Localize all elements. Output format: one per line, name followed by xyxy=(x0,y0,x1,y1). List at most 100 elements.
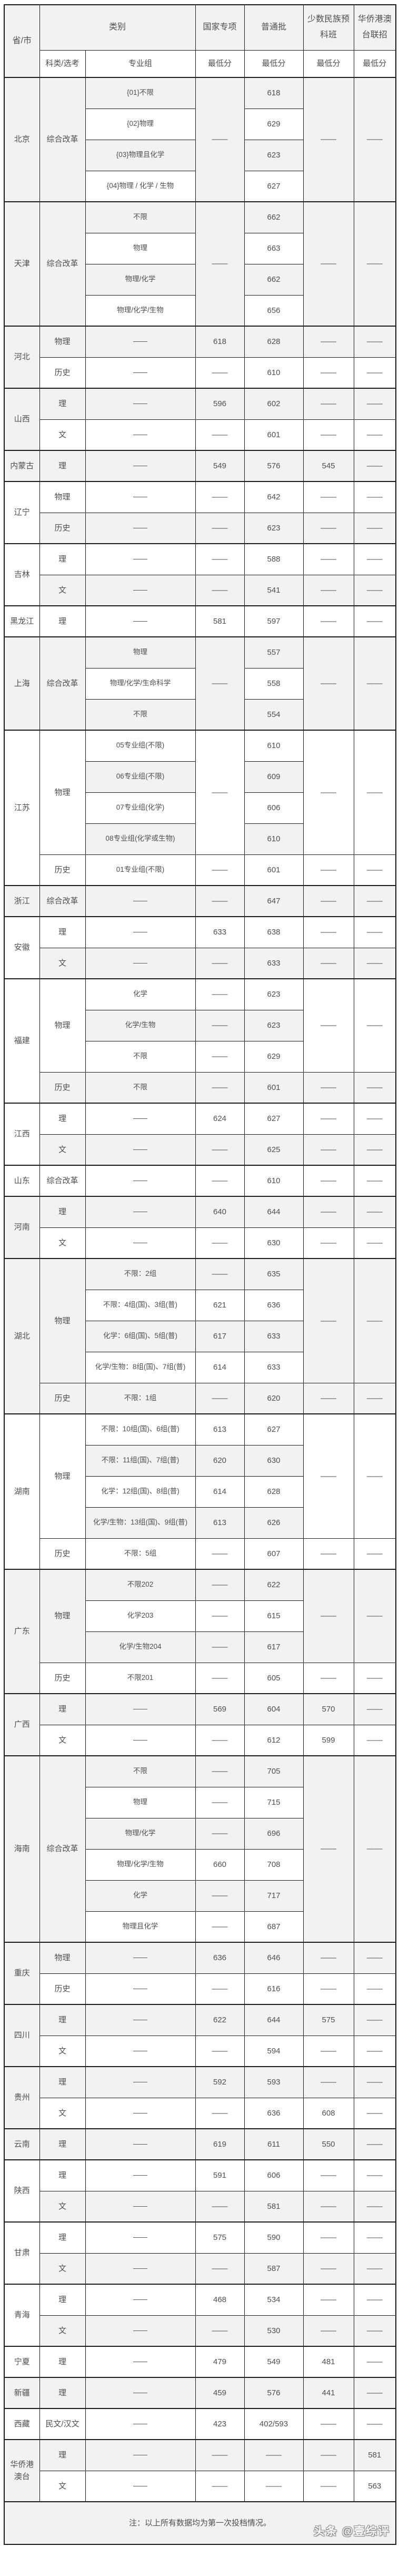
overseas-score-cell: —— xyxy=(353,2190,396,2223)
regular-score-cell: 620 xyxy=(244,1382,304,1414)
national-score-cell: —— xyxy=(195,574,245,606)
subject-cell: 综合改革 xyxy=(39,77,86,202)
table-row: 化学/生物204 —— 617 xyxy=(4,1631,396,1663)
subject-cell: 理 xyxy=(39,543,86,575)
table-row: 山东 综合改革 —— —— 610 —— —— xyxy=(4,1165,396,1197)
table-row: 化学/生物：8组(国)、7组(普) 614 633 xyxy=(4,1351,396,1383)
regular-score-cell: 576 xyxy=(244,2377,304,2409)
table-row: {04}物理 / 化学 / 生物 627 xyxy=(4,170,396,202)
regular-score-cell: 623 xyxy=(244,978,304,1010)
subject-cell: 物理 xyxy=(39,1569,86,1663)
minority-score-cell: —— xyxy=(303,1258,354,1383)
header-major-group: 专业组 xyxy=(85,50,196,78)
province-cell: 浙江 xyxy=(4,885,40,917)
national-score-cell: —— xyxy=(195,1009,245,1041)
province-cell: 上海 xyxy=(4,636,40,731)
major-group-cell: 化学：6组(国)、5组(普) xyxy=(85,1320,196,1352)
major-group-cell: 物理 xyxy=(85,1786,196,1818)
major-group-cell: —— xyxy=(85,2066,196,2098)
subject-cell: 文 xyxy=(39,2035,86,2067)
regular-score-cell: 629 xyxy=(244,108,304,140)
province-cell: 陕西 xyxy=(4,2159,40,2223)
table-row: 化学/生物：13组(国)、9组(普) 613 626 xyxy=(4,1507,396,1539)
major-group-cell: 物理 xyxy=(85,636,196,668)
footer-row: 注：以上所有数据均为第一次投档情况。 头条 @壹综评 xyxy=(4,2501,396,2545)
national-score-cell: —— xyxy=(195,2097,245,2129)
overseas-score-cell: —— xyxy=(353,1693,396,1725)
subject-cell: 文 xyxy=(39,947,86,979)
table-row: {03}物理且化学 623 xyxy=(4,139,396,171)
major-group-cell: 05专业组(不限) xyxy=(85,730,196,762)
table-row: 广东 物理 不限202 —— 622 —— —— xyxy=(4,1569,396,1694)
minority-score-cell: 545 xyxy=(303,450,354,482)
minority-score-cell: —— xyxy=(303,1662,354,1694)
province-cell: 广东 xyxy=(4,1569,40,1694)
subject-cell: 理 xyxy=(39,388,86,420)
minority-score-cell: —— xyxy=(303,636,354,731)
national-score-cell: 459 xyxy=(195,2377,245,2409)
subject-cell: 民文/汉文 xyxy=(39,2408,86,2440)
overseas-score-cell: —— xyxy=(353,730,396,855)
minority-score-cell: —— xyxy=(303,1569,354,1663)
major-group-cell: —— xyxy=(85,1693,196,1725)
footer-cell: 注：以上所有数据均为第一次投档情况。 头条 @壹综评 xyxy=(4,2501,396,2545)
major-group-cell: —— xyxy=(85,512,196,544)
major-group-cell: —— xyxy=(85,885,196,917)
table-row: 河北 物理 —— 618 628 —— —— xyxy=(4,326,396,389)
regular-score-cell: 705 xyxy=(244,1755,304,1787)
major-group-cell: {04}物理 / 化学 / 生物 xyxy=(85,170,196,202)
national-score-cell: —— xyxy=(195,1382,245,1414)
province-cell: 山东 xyxy=(4,1165,40,1197)
overseas-score-cell: —— xyxy=(353,388,396,420)
overseas-score-cell: —— xyxy=(353,2408,396,2440)
regular-score-cell: 618 xyxy=(244,77,304,109)
overseas-score-cell: —— xyxy=(353,2035,396,2067)
province-cell: 青海 xyxy=(4,2284,40,2347)
national-score-cell: —— xyxy=(195,1538,245,1570)
regular-score-cell: 627 xyxy=(244,170,304,202)
minority-score-cell: —— xyxy=(303,978,354,1073)
table-row: 贵州理 —— 592 593 —— —— xyxy=(4,2066,396,2129)
subject-cell: 文 xyxy=(39,2315,86,2347)
overseas-score-cell: —— xyxy=(353,1165,396,1197)
major-group-cell: —— xyxy=(85,947,196,979)
province-cell: 黑龙江 xyxy=(4,605,40,637)
major-group-cell: 物理且化学 xyxy=(85,1911,196,1943)
minority-score-cell: —— xyxy=(303,1382,354,1414)
overseas-score-cell: —— xyxy=(353,326,396,358)
regular-score-cell: 587 xyxy=(244,2253,304,2285)
subject-cell: 文 xyxy=(39,419,86,451)
regular-score-cell: 601 xyxy=(244,854,304,886)
subject-cell: 历史 xyxy=(39,512,86,544)
overseas-score-cell: —— xyxy=(353,1071,396,1104)
major-group-cell: 08专业组(化学或生物) xyxy=(85,823,196,855)
province-cell: 云南 xyxy=(4,2128,40,2160)
overseas-score-cell: —— xyxy=(353,1755,396,1943)
province-cell: 天津 xyxy=(4,201,40,327)
regular-score-cell: 554 xyxy=(244,699,304,731)
national-score-cell: 596 xyxy=(195,388,245,420)
national-score-cell: —— xyxy=(195,1973,245,2005)
major-group-cell: {01}不限 xyxy=(85,77,196,109)
table-row: 山西理 —— 596 602 —— —— xyxy=(4,388,396,451)
regular-score-cell: 623 xyxy=(244,512,304,544)
table-row: 北京 综合改革 {01}不限 —— 618 —— —— xyxy=(4,77,396,202)
regular-score-cell: 616 xyxy=(244,1973,304,2005)
regular-score-cell: 607 xyxy=(244,1538,304,1570)
major-group-cell: —— xyxy=(85,2253,196,2285)
regular-score-cell: 630 xyxy=(244,1227,304,1259)
overseas-score-cell: —— xyxy=(353,2097,396,2129)
subject-cell: 物理 xyxy=(39,481,86,513)
national-score-cell: 622 xyxy=(195,2004,245,2036)
regular-score-cell: 717 xyxy=(244,1880,304,1912)
regular-score-cell: 557 xyxy=(244,636,304,668)
national-score-cell: —— xyxy=(195,730,245,855)
subject-cell: 理 xyxy=(39,2439,86,2471)
table-row: 不限 554 xyxy=(4,699,396,731)
regular-score-cell: 644 xyxy=(244,1196,304,1228)
regular-score-cell: 590 xyxy=(244,2221,304,2254)
province-cell: 西藏 xyxy=(4,2408,40,2440)
major-group-cell: 不限：4组(国)、3组(普) xyxy=(85,1289,196,1321)
minority-score-cell: —— xyxy=(303,2066,354,2098)
national-score-cell: —— xyxy=(195,1165,245,1197)
